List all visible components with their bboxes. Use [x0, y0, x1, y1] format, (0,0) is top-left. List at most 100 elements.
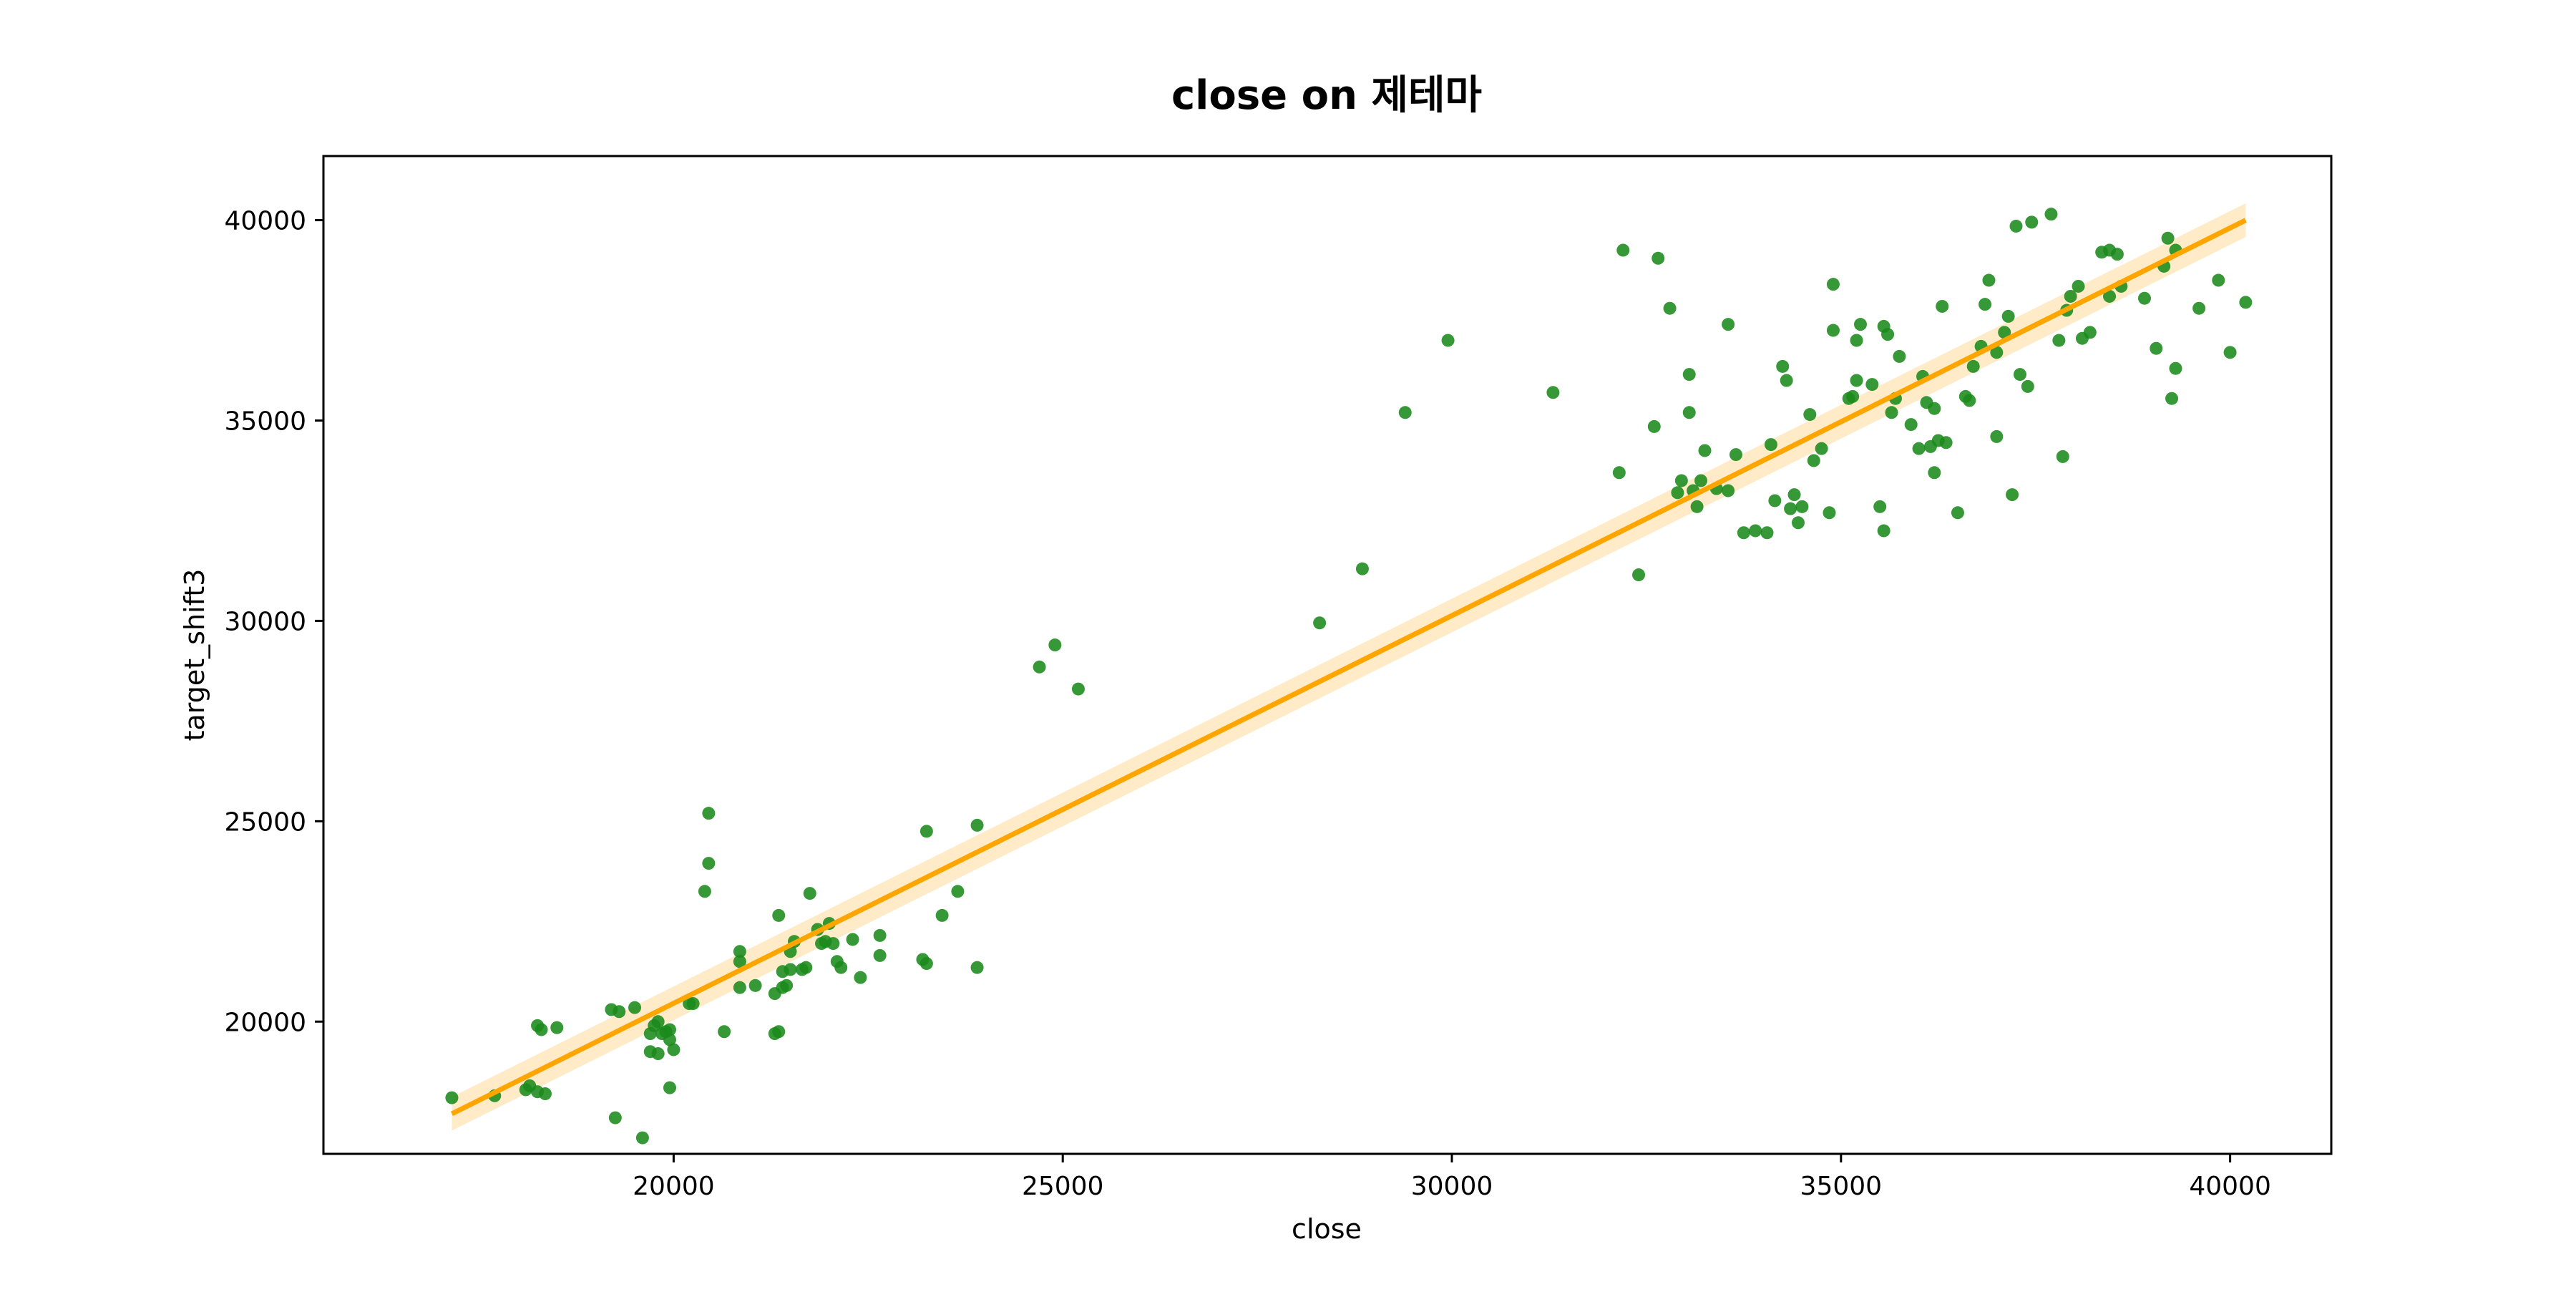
data-point	[2052, 334, 2066, 347]
data-point	[702, 807, 716, 820]
data-point	[1787, 488, 1801, 502]
data-point	[1694, 474, 1708, 487]
data-point	[550, 1021, 564, 1034]
data-point	[1877, 524, 1890, 538]
plot-frame	[322, 155, 2333, 1155]
data-point	[1729, 448, 1742, 462]
data-point	[1893, 349, 1906, 363]
data-point	[1982, 273, 1996, 287]
y-axis-label: target_shift3	[179, 569, 210, 742]
data-point	[651, 1015, 665, 1029]
data-point	[970, 961, 984, 974]
data-point	[628, 1001, 642, 1014]
x-tick-label: 35000	[1800, 1172, 1883, 1201]
data-point	[1647, 419, 1661, 433]
data-point	[826, 937, 840, 951]
data-point	[698, 885, 711, 898]
data-point	[1885, 406, 1898, 419]
data-point	[1873, 500, 1887, 513]
data-point	[951, 885, 965, 898]
data-point	[1682, 368, 1696, 382]
data-point	[2056, 450, 2069, 463]
data-point	[538, 1087, 552, 1101]
data-point	[663, 1081, 676, 1094]
data-point	[1674, 474, 1688, 487]
data-point	[780, 978, 794, 992]
data-point	[663, 1023, 676, 1036]
data-point	[919, 825, 933, 838]
data-point	[1803, 408, 1817, 422]
data-point	[1690, 500, 1704, 513]
data-point	[1951, 506, 1964, 520]
data-point	[2161, 231, 2175, 245]
data-point	[635, 1131, 649, 1145]
data-point	[1355, 562, 1369, 575]
data-point	[702, 857, 716, 870]
data-point	[834, 961, 848, 974]
data-point	[1071, 682, 1085, 696]
data-point	[1990, 429, 2004, 443]
data-point	[2212, 273, 2225, 287]
data-point	[1928, 466, 1941, 480]
data-point	[1632, 568, 1646, 582]
data-point	[1780, 374, 1793, 387]
data-point	[2072, 279, 2085, 293]
data-point	[1722, 318, 1735, 331]
data-point	[935, 908, 949, 922]
data-point	[1966, 359, 1980, 373]
data-point	[772, 908, 786, 922]
x-tick-label: 20000	[633, 1172, 715, 1201]
data-point	[1784, 502, 1797, 515]
data-point	[2013, 368, 2026, 382]
data-point	[1815, 442, 1828, 455]
data-point	[663, 1033, 676, 1046]
data-point	[535, 1023, 548, 1036]
y-tick-label: 20000	[224, 1008, 306, 1037]
data-point	[1033, 660, 1046, 674]
data-point	[1749, 524, 1762, 538]
data-point	[1616, 243, 1630, 257]
data-point	[608, 1111, 622, 1125]
data-point	[1939, 436, 1953, 450]
x-axis-ticks: 20000 25000 30000 35000 40000	[633, 1154, 2271, 1201]
regression-line-layer	[450, 218, 2247, 1117]
data-point	[1865, 378, 1879, 392]
x-axis-label: close	[1292, 1213, 1362, 1245]
data-point	[1928, 402, 1941, 415]
data-point	[1398, 406, 1412, 419]
data-point	[1846, 389, 1860, 403]
data-point	[733, 981, 746, 994]
data-point	[1854, 318, 1868, 331]
data-point	[2223, 346, 2237, 359]
data-point	[1826, 324, 1840, 337]
data-point	[2137, 291, 2151, 305]
data-point	[1768, 494, 1782, 507]
data-point	[1441, 334, 1455, 347]
data-point	[803, 887, 816, 900]
data-point	[1826, 278, 1840, 291]
data-point	[1807, 454, 1820, 467]
data-point	[2239, 296, 2253, 309]
data-point	[873, 928, 887, 942]
y-tick-label: 35000	[224, 407, 306, 436]
data-point	[772, 1025, 786, 1039]
data-point	[1737, 526, 1750, 540]
data-point	[733, 955, 746, 968]
data-point	[1850, 374, 1863, 387]
data-point	[1722, 484, 1735, 497]
data-point	[1963, 394, 1976, 407]
chart-title: close on 제테마	[1171, 72, 1482, 119]
data-point	[799, 961, 813, 974]
data-point	[1682, 406, 1696, 419]
data-point	[686, 997, 700, 1011]
data-point	[919, 957, 933, 971]
data-point	[1936, 299, 1949, 313]
data-point	[1612, 466, 1626, 480]
data-point	[1904, 418, 1918, 432]
data-point	[2083, 326, 2097, 339]
data-point	[2025, 215, 2039, 229]
data-point	[846, 933, 859, 946]
y-tick-label: 25000	[224, 807, 306, 837]
data-point	[2021, 379, 2034, 393]
